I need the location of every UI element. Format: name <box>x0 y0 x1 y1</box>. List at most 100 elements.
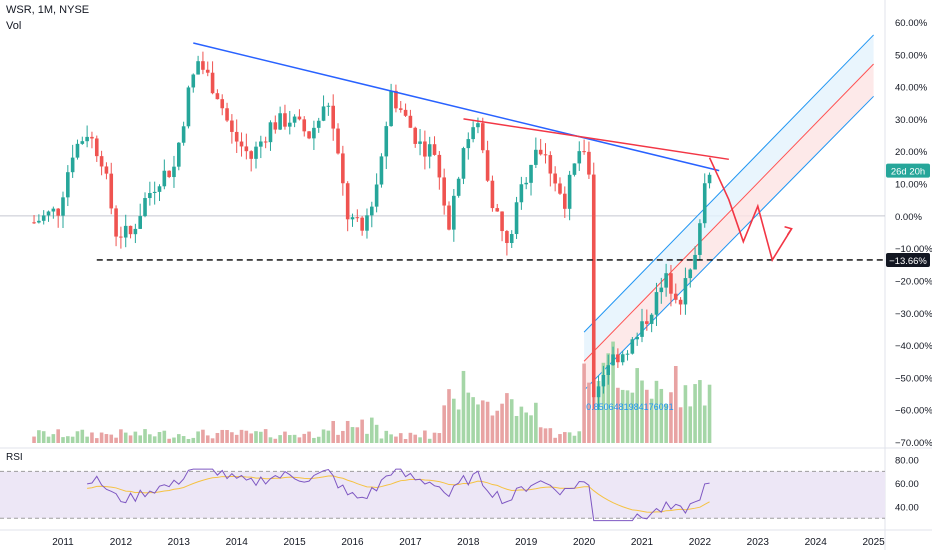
candle-body <box>234 131 239 142</box>
volume-bar <box>500 403 504 443</box>
y-tick-label: −20.00% <box>895 276 932 287</box>
candle-body <box>99 156 104 167</box>
volume-bar <box>143 429 147 443</box>
y-tick-label: 50.00% <box>895 50 928 61</box>
x-tick-label: 2023 <box>747 537 770 548</box>
candle-body <box>698 223 702 255</box>
rsi-tick-label: 60.00 <box>895 479 919 490</box>
volume-bar <box>567 432 572 443</box>
x-tick-label: 2013 <box>168 537 191 548</box>
volume-bar <box>423 430 427 443</box>
candle-body <box>302 119 307 132</box>
x-tick-label: 2012 <box>110 537 133 548</box>
candle-body <box>191 74 196 88</box>
support-level-badge <box>886 252 930 267</box>
y-tick-label: −50.00% <box>895 373 932 384</box>
candle-body <box>500 211 504 232</box>
candle-body <box>263 141 268 143</box>
candle-body <box>519 184 524 203</box>
rsi-tick-label: 80.00 <box>895 456 919 467</box>
candle-body <box>630 339 635 354</box>
volume-bar <box>205 435 210 443</box>
candle-body <box>379 156 384 185</box>
candle-body <box>259 141 263 147</box>
candle-body <box>567 174 572 209</box>
volume-bar <box>591 383 596 443</box>
candle-body <box>548 155 553 174</box>
candle-body <box>625 353 630 355</box>
volume-bar <box>577 431 582 443</box>
countdown-badge <box>886 163 930 178</box>
candle-body <box>693 254 697 270</box>
volume-bar <box>596 380 601 443</box>
candle-body <box>591 174 596 398</box>
candle-body <box>456 178 461 196</box>
candle-body <box>152 191 157 194</box>
volume-label: Vol <box>6 20 22 32</box>
candle-body <box>466 139 471 149</box>
volume-bar <box>394 436 398 443</box>
volume-bar <box>287 435 292 443</box>
volume-bar <box>336 434 340 443</box>
volume-bar <box>485 401 490 443</box>
candle-body <box>509 234 514 244</box>
volume-bar <box>601 362 606 443</box>
candle-body <box>268 122 273 143</box>
candle-body <box>119 236 123 238</box>
volume-bar <box>490 415 495 443</box>
volume-bar <box>172 437 176 443</box>
candle-body <box>181 126 186 143</box>
candle-body <box>51 208 56 212</box>
volume-bar <box>683 385 688 443</box>
candle-body <box>471 127 475 140</box>
volume-bar <box>119 429 123 443</box>
candle-body <box>490 180 495 209</box>
volume-bar <box>326 430 331 443</box>
volume-bar <box>234 434 239 443</box>
candle-body <box>341 153 345 184</box>
volume-bar <box>524 412 528 443</box>
candle-body <box>447 205 451 230</box>
volume-bar <box>620 389 625 443</box>
volume-bar <box>61 437 65 443</box>
candle-body <box>423 141 427 157</box>
candle-body <box>582 151 586 153</box>
volume-bar <box>259 431 263 443</box>
candle-body <box>524 182 528 185</box>
volume-bar <box>673 366 678 443</box>
volume-bar <box>230 432 234 443</box>
candle-body <box>461 148 466 179</box>
volume-bar <box>32 436 36 443</box>
volume-bar <box>379 438 384 443</box>
candle-body <box>326 105 331 107</box>
candle-body <box>331 105 335 129</box>
volume-bar <box>669 392 673 443</box>
volume-bar <box>413 434 418 443</box>
volume-bar <box>442 405 446 443</box>
candle-body <box>558 183 562 194</box>
volume-bar <box>181 436 186 443</box>
x-tick-label: 2016 <box>341 537 364 548</box>
volume-bar <box>611 341 615 443</box>
candle-body <box>162 170 167 187</box>
volume-bar <box>471 397 475 443</box>
candle-body <box>128 225 133 235</box>
y-tick-label: −40.00% <box>895 341 932 352</box>
volume-bar <box>307 431 311 443</box>
volume-bar <box>408 432 413 443</box>
candle-body <box>365 215 369 231</box>
volume-bar <box>114 437 118 443</box>
candle-body <box>606 365 611 375</box>
volume-bar <box>90 432 94 443</box>
candle-body <box>75 143 80 158</box>
x-tick-label: 2024 <box>805 537 828 548</box>
candle-body <box>418 141 422 144</box>
volume-bar <box>370 417 374 443</box>
candle-body <box>345 183 350 220</box>
candle-body <box>408 115 413 128</box>
candle-body <box>201 61 205 70</box>
volume-bar <box>157 432 162 443</box>
y-tick-label: 20.00% <box>895 147 928 158</box>
volume-bar <box>99 432 104 443</box>
